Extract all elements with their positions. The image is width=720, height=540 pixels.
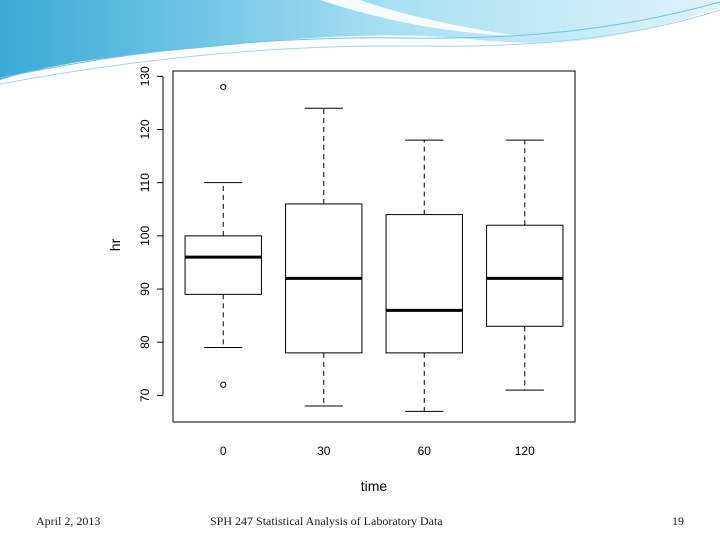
y-tick-label: 80 bbox=[138, 335, 152, 349]
iqr-box bbox=[486, 224, 564, 327]
header-banner-decoration bbox=[0, 0, 720, 85]
box-30 bbox=[285, 107, 363, 407]
y-axis: 70 80 90 100 110 120 130 bbox=[138, 66, 164, 402]
outlier-point bbox=[220, 83, 227, 91]
y-axis-label: hr bbox=[107, 238, 123, 251]
x-tick-label: 30 bbox=[317, 444, 331, 458]
x-tick-label: 0 bbox=[220, 444, 227, 458]
x-axis: 0 30 60 120 bbox=[220, 444, 535, 458]
box-120 bbox=[486, 139, 564, 391]
footer-page-number: 19 bbox=[672, 514, 684, 528]
banner-line-2 bbox=[0, 9, 720, 85]
footer-date: April 2, 2013 bbox=[36, 514, 101, 528]
boxes bbox=[184, 83, 564, 412]
x-tick-label: 60 bbox=[418, 444, 432, 458]
iqr-box bbox=[184, 235, 262, 295]
x-axis-label: time bbox=[361, 478, 388, 494]
y-tick-label: 120 bbox=[138, 119, 152, 139]
y-tick-label: 90 bbox=[138, 282, 152, 296]
iqr-box bbox=[385, 214, 463, 354]
x-tick-label: 120 bbox=[515, 444, 535, 458]
outlier-point bbox=[220, 381, 227, 388]
banner-line-1 bbox=[0, 1, 720, 79]
y-tick-label: 100 bbox=[138, 226, 152, 246]
box-60 bbox=[385, 139, 463, 412]
plot-frame bbox=[172, 70, 576, 423]
banner-wave bbox=[0, 0, 720, 80]
footer-title: SPH 247 Statistical Analysis of Laborato… bbox=[210, 514, 443, 528]
y-tick-label: 70 bbox=[138, 388, 152, 402]
box-0 bbox=[184, 83, 262, 388]
y-tick-label: 130 bbox=[138, 66, 152, 86]
banner-white-swoosh bbox=[320, 0, 520, 36]
y-tick-label: 110 bbox=[138, 173, 152, 192]
